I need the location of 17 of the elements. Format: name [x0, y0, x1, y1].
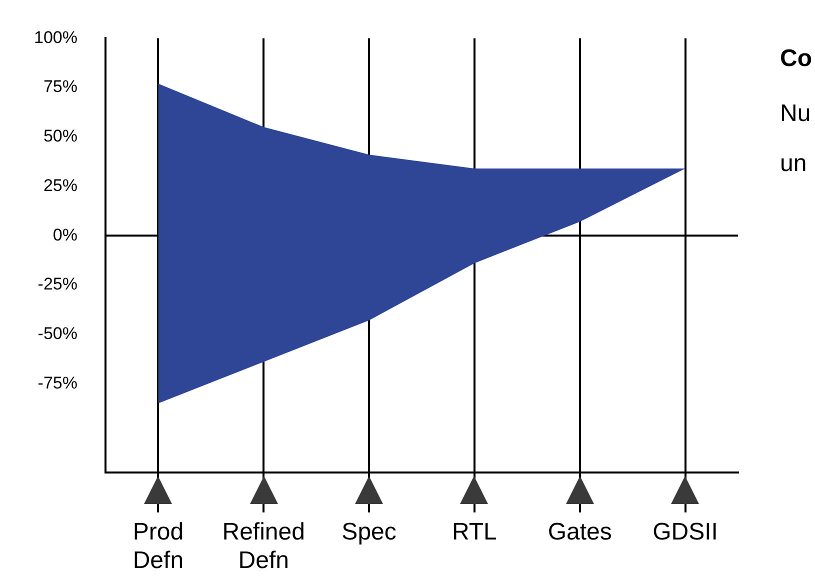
text: Nu — [780, 100, 811, 128]
text: un — [780, 150, 807, 178]
x-tick-label: Gates — [548, 518, 612, 546]
x-tick-label: Refined Defn — [222, 518, 305, 574]
y-tick-label: 0% — [52, 225, 78, 244]
y-tick-label: 50% — [43, 126, 78, 146]
y-tick-label: 75% — [43, 77, 78, 96]
text: Co — [780, 45, 812, 73]
y-tick-label: -25% — [38, 274, 78, 294]
y-tick-label: -50% — [38, 324, 78, 343]
y-tick-label: -75% — [38, 373, 78, 392]
x-tick-label: RTL — [452, 518, 497, 546]
x-tick-label: Prod Defn — [132, 518, 184, 574]
y-tick-label: 25% — [43, 176, 78, 195]
x-tick-label: GDSII — [652, 518, 718, 546]
y-tick-label: 100% — [34, 28, 78, 47]
x-tick-label: Spec — [342, 518, 396, 546]
